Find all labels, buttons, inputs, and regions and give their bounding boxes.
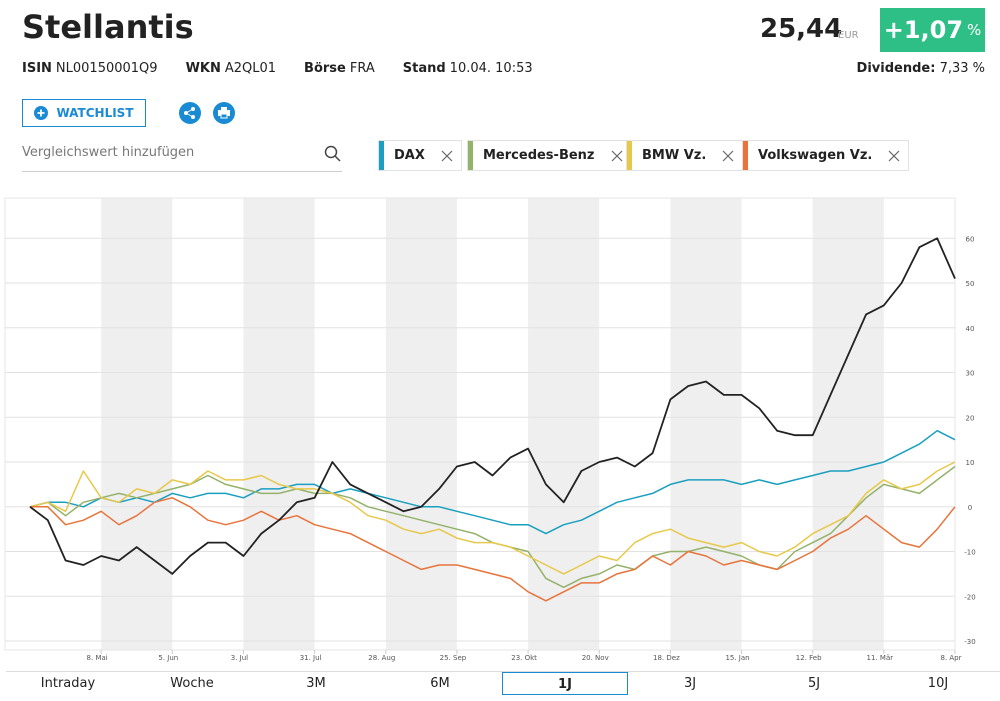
series-line [29, 461, 956, 575]
range-tabs: Intraday Woche 3M 6M 1J 3J 5J 10J [6, 671, 1000, 695]
y-tick-label: 40 [966, 325, 975, 333]
x-tick-label: 3. Jul [231, 654, 248, 662]
meta-key: Stand [402, 61, 446, 76]
x-tick-label: 15. Jan [725, 654, 749, 662]
legend-swatch [379, 141, 384, 170]
range-tab[interactable]: 3M [306, 676, 326, 691]
title: Stellantis [22, 8, 194, 46]
meta-value: A2QL01 [224, 61, 277, 76]
currency: EUR [838, 30, 859, 41]
meta-value: FRA [349, 61, 375, 76]
meta-key: ISIN [22, 61, 52, 76]
x-tick-label: 20. Nov [582, 654, 609, 662]
month-band [243, 198, 315, 650]
range-tab[interactable]: 3J [683, 676, 697, 691]
share-print-icons[interactable] [178, 101, 238, 125]
y-tick-label: -30 [964, 638, 975, 646]
meta-value: NL00150001Q9 [55, 61, 158, 76]
remove-icon[interactable] [611, 150, 623, 162]
x-tick-label: 5. Jun [158, 654, 178, 662]
legend-swatch [627, 141, 632, 170]
price: 25,44 [760, 14, 843, 44]
dividend-label: Dividende: [856, 61, 936, 76]
month-band [670, 198, 742, 650]
meta-item: Stand 10.04. 10:53 [403, 61, 533, 76]
legend-label: BMW Vz. [642, 148, 707, 163]
chart: -30 -20 -10 0 10 20 30 40 50 60 8. Mai 5. Jun 3. Jul… [4, 197, 976, 662]
legend-label: Mercedes-Benz [483, 148, 595, 163]
dividend-value: 7,33 % [939, 61, 985, 76]
legend-label: Volkswagen Vz. [758, 148, 873, 163]
series-line [30, 497, 956, 602]
month-band [812, 198, 884, 650]
legend-chip[interactable]: BMW Vz. [626, 140, 744, 171]
legend-chip[interactable]: Volkswagen Vz. [742, 140, 910, 171]
x-tick-label: 25. Sep [440, 654, 467, 662]
range-tab[interactable]: 6M [430, 676, 450, 691]
y-tick-label: 10 [966, 459, 975, 467]
y-tick-label: 60 [966, 235, 975, 243]
plot-frame [4, 197, 956, 651]
range-tab[interactable]: Intraday [40, 676, 96, 691]
series-line [29, 237, 956, 575]
x-tick-label: 8. Mai [87, 654, 108, 662]
range-tab[interactable]: 10J [927, 676, 949, 691]
month-band [385, 198, 457, 650]
change-unit: % [967, 21, 982, 39]
range-tab[interactable]: 1J [502, 672, 628, 695]
change: +1,07 [883, 16, 964, 44]
legend-label: DAX [394, 148, 425, 163]
x-tick-label: 23. Okt [511, 654, 537, 662]
meta-item: ISIN NL00150001Q9 [22, 61, 158, 76]
search-icon [324, 145, 341, 162]
legend-swatch [743, 141, 748, 170]
meta-value: 10.04. 10:53 [449, 61, 533, 76]
change-badge: +1,07% [880, 8, 985, 52]
legend-swatch [468, 141, 473, 170]
range-tab[interactable]: 5J [807, 676, 821, 691]
x-tick-label: 12. Feb [796, 654, 822, 662]
plus-icon [34, 106, 49, 120]
search-input[interactable]: Vergleichswert hinzufügen [22, 145, 342, 172]
y-tick-label: -20 [964, 593, 975, 601]
legend-chip[interactable]: Mercedes-Benz [467, 140, 632, 171]
search-placeholder: Vergleichswert hinzufügen [22, 145, 195, 160]
meta: ISIN NL00150001Q9 WKN A2QL01 Börse FRA Stand 10… [22, 61, 533, 76]
month-band [528, 198, 600, 650]
remove-icon[interactable] [888, 150, 900, 162]
watchlist-button[interactable]: WATCHLIST [22, 99, 146, 127]
y-tick-label: 20 [966, 414, 975, 422]
dividend: Dividende: 7,33 % [857, 61, 985, 76]
x-tick-label: 28. Aug [368, 654, 395, 662]
y-tick-label: 30 [966, 370, 975, 378]
meta-key: Börse [304, 61, 346, 76]
meta-item: Börse FRA [304, 61, 375, 76]
series-line [29, 429, 956, 535]
month-band [101, 198, 173, 650]
x-tick-label: 31. Jul [300, 654, 322, 662]
legend-chip[interactable]: DAX [378, 140, 462, 171]
remove-icon[interactable] [441, 150, 453, 162]
range-tab[interactable]: Woche [170, 676, 214, 691]
y-tick-label: 50 [966, 280, 975, 288]
x-tick-label: 8. Apr [940, 654, 961, 662]
meta-key: WKN [185, 61, 221, 76]
meta-item: WKN A2QL01 [186, 61, 276, 76]
watchlist-label: WATCHLIST [56, 106, 134, 120]
y-tick-label: -10 [964, 549, 975, 557]
x-tick-label: 11. Mär [867, 654, 894, 662]
remove-icon[interactable] [722, 150, 734, 162]
y-tick-label: 0 [968, 504, 972, 512]
x-tick-label: 18. Dez [653, 654, 680, 662]
